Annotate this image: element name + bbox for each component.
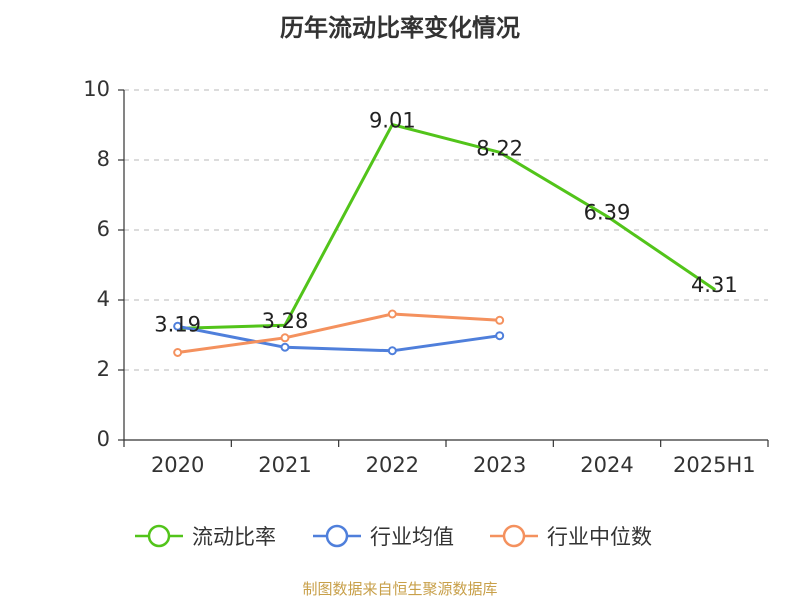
legend-marker-icon <box>490 524 538 548</box>
data-label: 3.19 <box>154 312 201 336</box>
y-tick-label: 0 <box>97 427 110 451</box>
legend-item-2[interactable]: 行业均值 <box>312 518 454 554</box>
x-tick-label: 2022 <box>366 453 419 477</box>
legend: 流动比率 行业均值 行业中位数 <box>0 518 800 558</box>
y-tick-label: 4 <box>97 287 110 311</box>
data-labels: 3.19 3.28 9.01 8.22 6.39 4.31 <box>154 109 737 337</box>
legend-item-1[interactable]: 流动比率 <box>134 518 276 554</box>
x-tick-label: 2021 <box>258 453 311 477</box>
series-point <box>280 342 290 352</box>
y-tick-label: 2 <box>97 357 110 381</box>
data-label: 4.31 <box>691 273 738 297</box>
legend-item-3[interactable]: 行业中位数 <box>489 518 652 554</box>
series-line-1 <box>176 123 716 330</box>
data-label: 9.01 <box>369 109 416 133</box>
legend-marker-icon <box>135 524 183 548</box>
series-point <box>387 309 397 319</box>
source-note: 制图数据来自恒生聚源数据库 <box>302 580 498 598</box>
x-tick-label: 2025H1 <box>673 453 756 477</box>
y-tick-label: 6 <box>97 217 110 241</box>
legend-label: 行业均值 <box>370 525 454 549</box>
series-point <box>387 346 397 356</box>
data-label: 6.39 <box>584 200 631 224</box>
legend-marker-icon <box>313 524 361 548</box>
data-label: 3.28 <box>262 309 309 333</box>
data-label: 8.22 <box>476 136 523 160</box>
x-tick-label: 2020 <box>151 453 204 477</box>
series-point <box>495 315 505 325</box>
series-lines <box>173 123 716 357</box>
series-line-2 <box>176 324 502 353</box>
axes: 0 2 4 6 8 10 2020 2021 2022 2023 2024 2025H1 <box>83 77 769 477</box>
series-point <box>173 321 183 331</box>
y-tick-label: 8 <box>97 147 110 171</box>
series-point <box>280 333 290 343</box>
x-tick-label: 2024 <box>580 453 633 477</box>
chart-title: 历年流动比率变化情况 <box>280 14 520 42</box>
grid-lines <box>124 89 768 371</box>
legend-label: 行业中位数 <box>547 525 652 549</box>
legend-label: 流动比率 <box>192 525 276 549</box>
x-tick-label: 2023 <box>473 453 526 477</box>
y-tick-label: 10 <box>83 77 110 101</box>
series-point <box>495 331 505 341</box>
series-point <box>173 348 183 357</box>
series-line-3 <box>176 312 502 354</box>
